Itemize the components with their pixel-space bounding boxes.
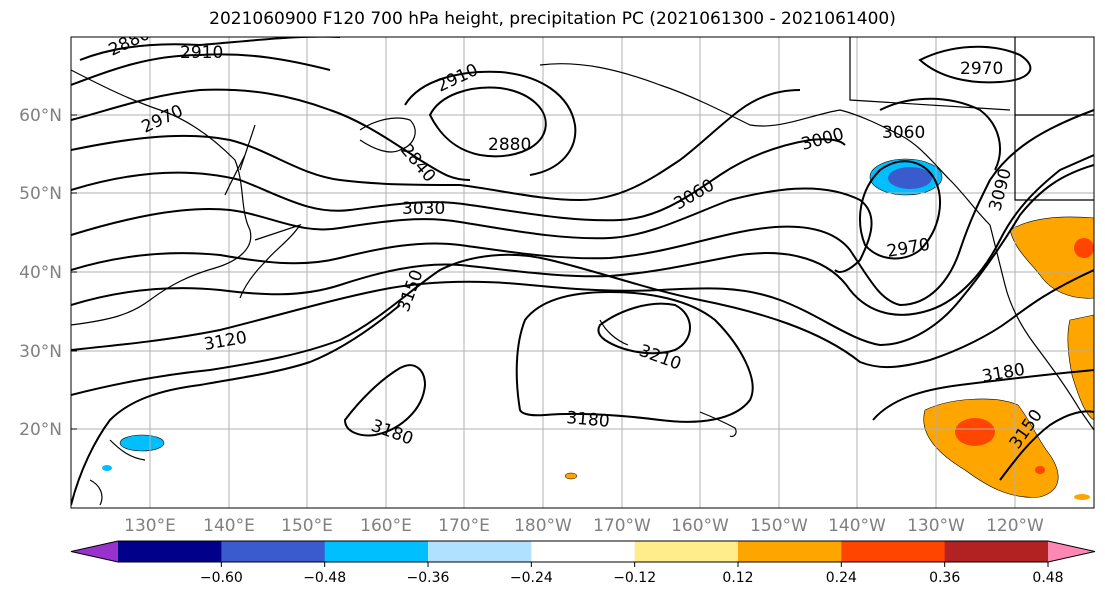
lon-label: 130°E: [124, 516, 176, 536]
coastlines: [71, 37, 1094, 506]
lon-label: 160°E: [360, 516, 412, 536]
colorbar: −0.60 −0.48 −0.36 −0.24 −0.12 0.12 0.24 0.36 0.4…: [70, 540, 1096, 586]
contour-label: 3180: [566, 408, 611, 432]
colorbar-extend-high: [1048, 541, 1095, 562]
contour-label: 2910: [180, 43, 223, 63]
colorbar-tick-label: −0.36: [407, 570, 450, 586]
lat-label: 30°N: [19, 342, 62, 362]
lon-label: 170°E: [438, 516, 490, 536]
colorbar-tick-label: −0.48: [303, 570, 346, 586]
lat-label: 20°N: [19, 420, 62, 440]
lon-label: 150°E: [281, 516, 333, 536]
colorbar-tick-label: 0.24: [826, 570, 857, 586]
lon-label: 140°E: [203, 516, 255, 536]
colorbar-segment: [118, 541, 222, 562]
colorbar-segment: [324, 541, 429, 562]
contour-label: 3060: [882, 123, 925, 143]
colorbar-segment: [428, 541, 532, 562]
lon-label: 170°W: [593, 516, 651, 536]
colorbar-tick-label: 0.12: [722, 570, 753, 586]
lon-label: 130°W: [907, 516, 965, 536]
lon-label: 120°W: [986, 516, 1044, 536]
lat-axis: 60°N 50°N 40°N 30°N 20°N: [19, 106, 77, 440]
lon-label: 180°W: [514, 516, 572, 536]
colorbar-tick-label: −0.24: [510, 570, 553, 586]
lon-axis: 130°E 140°E 150°E 160°E 170°E 180°W 170°…: [124, 516, 1044, 536]
colorbar-segment: [738, 541, 842, 562]
lat-label: 60°N: [19, 106, 62, 126]
lat-label: 40°N: [19, 263, 62, 283]
colorbar-segment: [944, 541, 1049, 562]
contour-label: 3030: [402, 199, 445, 219]
colorbar-extend-low: [71, 541, 118, 562]
colorbar-outline: [70, 540, 1096, 563]
colorbar-tick-label: −0.12: [613, 570, 656, 586]
colorbar-tick-label: 0.36: [929, 570, 960, 586]
lat-label: 50°N: [19, 184, 62, 204]
lon-label: 140°W: [828, 516, 886, 536]
colorbar-segment: [841, 541, 946, 562]
colorbar-segment: [531, 541, 636, 562]
colorbar-tick-label: 0.48: [1032, 570, 1063, 586]
colorbar-tick-label: −0.60: [200, 570, 243, 586]
contour-label: 2880: [488, 135, 531, 155]
colorbar-segment: [634, 541, 739, 562]
lon-label: 150°W: [750, 516, 808, 536]
lon-label: 160°W: [671, 516, 729, 536]
map-title: 2021060900 F120 700 hPa height, precipit…: [209, 9, 896, 29]
contour-label: 2970: [960, 59, 1003, 79]
colorbar-segment: [221, 541, 326, 562]
height-contours: [71, 37, 1094, 506]
